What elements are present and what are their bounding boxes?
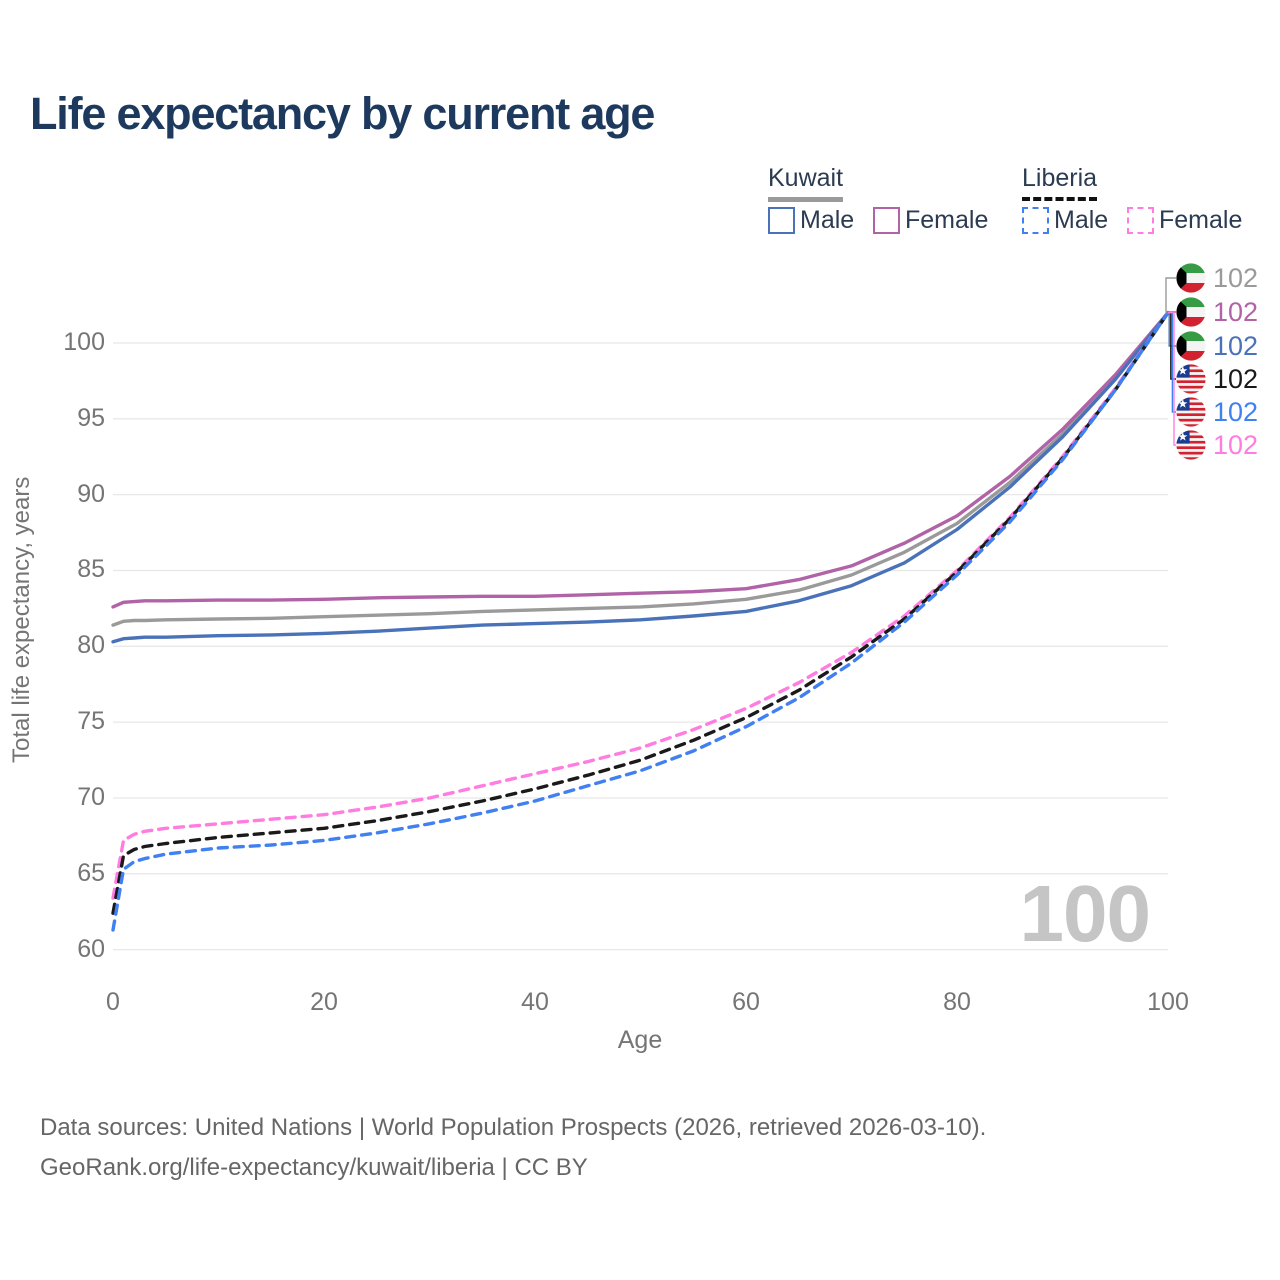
legend-item-label: Male [800,206,855,234]
series-line-liberia-both[interactable] [111,311,1170,915]
x-tick-label-20: 20 [310,988,338,1016]
legend-item-liberia-male[interactable]: Male [1022,206,1108,235]
liberia-flag-icon [1176,397,1206,427]
liberia-flag-icon [1176,430,1206,460]
legend-item-label: Female [905,206,989,234]
legend-group-liberia-label: Liberia [1022,164,1098,201]
liberia-female-swatch-icon [1127,207,1154,234]
legend-group-kuwait-label: Kuwait [768,164,844,202]
end-value-label: 102 [1213,330,1259,361]
end-value-label: 102 [1213,262,1259,293]
y-tick-label-60: 60 [77,934,105,963]
x-tick-label-40: 40 [521,988,549,1016]
y-tick-label-95: 95 [77,403,105,432]
x-tick-label-80: 80 [943,988,971,1016]
attribution-text: GeoRank.org/life-expectancy/kuwait/liber… [40,1154,588,1182]
y-tick-label-75: 75 [77,707,105,736]
legend-item-kuwait-female[interactable]: Female [873,206,988,235]
kuwait-flag-icon [1176,331,1206,361]
x-tick-label-60: 60 [732,988,760,1016]
series-line-kuwait-female[interactable] [111,311,1170,609]
y-tick-label-80: 80 [77,631,105,660]
end-label-row-liberia-male: 102 [1176,396,1258,428]
x-tick-label-0: 0 [106,988,120,1016]
end-value-label: 102 [1213,363,1259,394]
end-label-row-liberia-female: 102 [1176,429,1258,461]
kuwait-flag-icon [1176,297,1206,327]
end-value-label: 102 [1213,429,1259,460]
end-label-row-liberia-both: 102 [1176,363,1258,395]
legend-item-liberia-female[interactable]: Female [1127,206,1242,235]
series-line-kuwait-male[interactable] [111,311,1170,644]
x-tick-label-100: 100 [1147,988,1189,1016]
x-axis-title: Age [617,1026,663,1054]
liberia-male-swatch-icon [1022,207,1049,234]
footer: Data sources: United Nations | World Pop… [40,1108,986,1189]
liberia-flag-icon [1176,364,1206,394]
legend-item-label: Female [1159,206,1243,234]
kuwait-female-swatch-icon [873,207,900,234]
page-title: Life expectancy by current age [30,88,655,139]
legend-item-kuwait-male[interactable]: Male [768,206,854,235]
kuwait-flag-icon [1176,263,1206,293]
end-label-row-kuwait-both: 102 [1176,262,1258,294]
y-tick-label-100: 100 [63,328,105,356]
y-tick-label-65: 65 [77,858,105,887]
kuwait-male-swatch-icon [768,207,795,234]
y-tick-label-90: 90 [77,479,105,508]
legend-item-label: Male [1054,206,1109,234]
legend-group-kuwait: Kuwait [768,164,844,202]
series-line-liberia-female[interactable] [111,311,1170,900]
legend: Kuwait Liberia Male Female Male Female [0,0,1280,250]
series-line-kuwait-both[interactable] [111,311,1170,627]
end-label-connector-kuwait-both [1165,277,1176,314]
end-label-connector-liberia-female [1168,312,1176,446]
end-label-row-kuwait-male: 102 [1176,330,1258,362]
y-tick-label-85: 85 [77,555,105,584]
legend-group-liberia: Liberia [1022,164,1098,201]
y-tick-label-70: 70 [77,782,105,811]
end-value-label: 102 [1213,396,1259,427]
end-label-row-kuwait-female: 102 [1176,296,1258,328]
data-sources-text: Data sources: United Nations | World Pop… [40,1114,987,1141]
end-value-label: 102 [1213,296,1259,327]
hovered-age-watermark: 100 [1019,869,1151,958]
series-line-liberia-male[interactable] [111,311,1170,932]
